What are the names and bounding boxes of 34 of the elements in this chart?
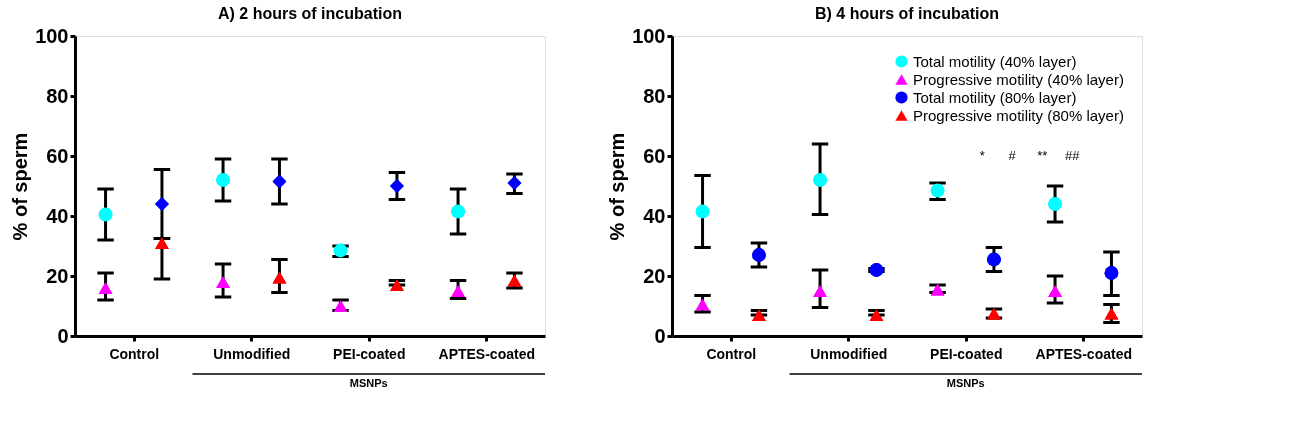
annotation: # [1008, 148, 1017, 163]
y-tick-label: 0 [654, 324, 666, 347]
x-tick-label: PEI-coated [333, 345, 406, 362]
x-tick-label: PEI-coated [930, 345, 1003, 362]
annotation: ** [1037, 148, 1048, 163]
legend-label: Total motility (80% layer) [913, 88, 1077, 106]
x-tick-label: Control [109, 345, 160, 362]
x-tick-label: Unmodified [810, 345, 888, 362]
legend-label: Total motility (40% layer) [913, 52, 1077, 70]
y-tick-label: 20 [46, 264, 69, 287]
y-axis-title: % of sperm [606, 132, 629, 241]
x-tick-label: APTES-coated [1035, 345, 1132, 362]
legend-label: Progressive motility (40% layer) [913, 70, 1124, 88]
y-tick-label: 40 [643, 204, 666, 227]
y-tick-label: 100 [35, 24, 69, 47]
y-tick-label: 0 [57, 324, 69, 347]
y-tick-label: 100 [632, 24, 666, 47]
x-tick-label: Control [706, 345, 757, 362]
chart-title: A) 2 hours of incubation [218, 5, 402, 22]
y-tick-label: 60 [46, 144, 69, 167]
y-tick-label: 20 [643, 264, 666, 287]
x-tick-label: APTES-coated [438, 345, 535, 362]
annotation: ## [1064, 148, 1081, 163]
y-tick-label: 80 [643, 84, 666, 107]
text: MSNPs [349, 377, 388, 389]
y-axis-title: % of sperm [9, 132, 32, 241]
y-tick-label: 60 [643, 144, 666, 167]
text: MSNPs [946, 377, 985, 389]
legend-label: Progressive motility (80% layer) [913, 106, 1124, 124]
y-tick-label: 80 [46, 84, 69, 107]
chart-title: B) 4 hours of incubation [815, 5, 999, 22]
y-tick-label: 40 [46, 204, 69, 227]
annotation: * [979, 148, 985, 163]
x-tick-label: Unmodified [213, 345, 291, 362]
